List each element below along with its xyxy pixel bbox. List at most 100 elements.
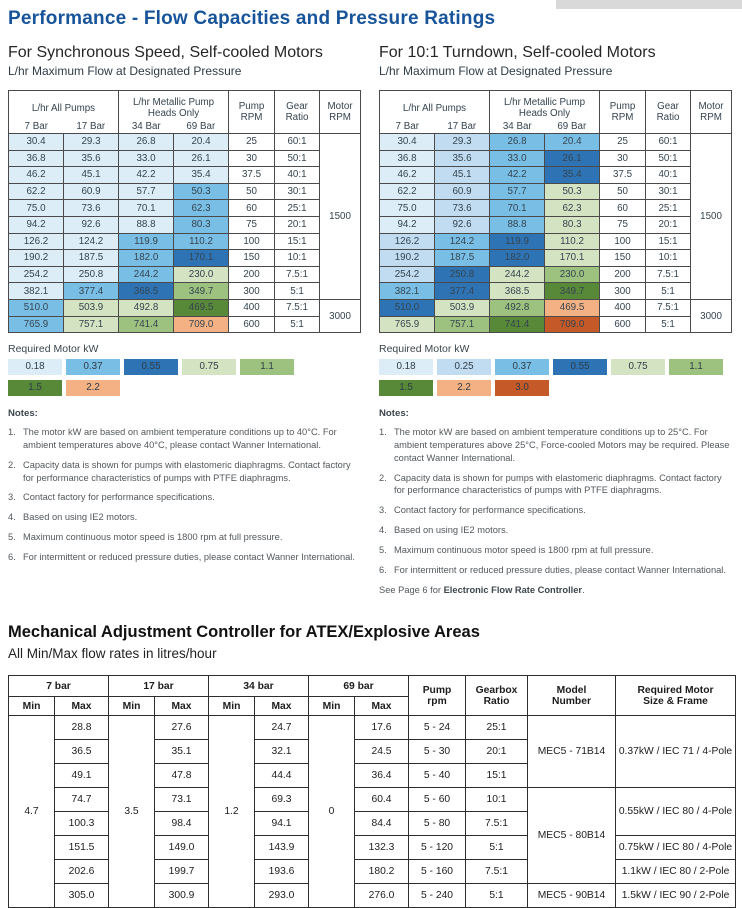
max-flow-cell: 132.3 xyxy=(354,835,409,861)
gear-ratio-cell: 60:1 xyxy=(274,133,321,151)
legend-swatch-1.5kw: 1.5 xyxy=(8,380,62,397)
motor-rpm-cell: 1500 xyxy=(690,133,733,300)
flow-cell: 46.2 xyxy=(8,166,64,184)
max-flow-cell: 98.4 xyxy=(154,811,209,837)
model-number-cell: MEC5 - 71B14 xyxy=(527,715,616,789)
max-flow-cell: 36.5 xyxy=(54,739,109,765)
atex-header-col: Pump rpm xyxy=(408,675,466,717)
motor-size-frame-cell: 0.37kW / IEC 71 / 4-Pole xyxy=(615,715,736,789)
legend-swatch-0.75kw: 0.75 xyxy=(611,359,665,376)
pump-rpm-cell: 50 xyxy=(228,182,276,201)
legend-swatch-0.75kw: 0.75 xyxy=(182,359,236,376)
gearbox-ratio-cell: 15:1 xyxy=(465,763,528,789)
pump-rpm-cell: 50 xyxy=(599,182,647,201)
note-item: 6. For intermittent or reduced pressure d… xyxy=(8,551,360,564)
flow-cell: 57.7 xyxy=(489,182,546,201)
pump-rpm-range-cell: 5 - 40 xyxy=(408,763,466,789)
gear-ratio-cell: 10:1 xyxy=(645,249,692,267)
bar-label: 34 Bar xyxy=(502,121,532,132)
legend-swatch-0.37kw: 0.37 xyxy=(495,359,549,376)
section-subheading: L/hr Maximum Flow at Designated Pressure xyxy=(379,64,613,78)
flow-cell: 92.6 xyxy=(62,215,120,234)
pump-rpm-cell: 37.5 xyxy=(228,166,276,184)
max-flow-cell: 24.5 xyxy=(354,739,409,765)
flow-header-group: L/hr Metallic Pump Heads Only 34 Bar 69 Ba… xyxy=(118,90,230,134)
atex-header-max: Max xyxy=(154,696,209,717)
gear-ratio-cell: 50:1 xyxy=(274,149,321,168)
flow-cell: 492.8 xyxy=(489,298,546,317)
flow-cell: 60.9 xyxy=(62,182,120,201)
flow-cell: 382.1 xyxy=(379,282,435,300)
flow-cell: 29.3 xyxy=(62,133,120,151)
pump-rpm-cell: 75 xyxy=(228,215,276,234)
flow-cell: 230.0 xyxy=(544,265,601,284)
max-flow-cell: 193.6 xyxy=(254,859,309,885)
gear-ratio-cell: 30:1 xyxy=(274,182,321,201)
flow-header-col: Motor RPM xyxy=(319,90,362,134)
gear-ratio-cell: 25:1 xyxy=(274,199,321,217)
min-flow-cell: 3.5 xyxy=(108,715,155,908)
pump-rpm-cell: 75 xyxy=(599,215,647,234)
min-flow-cell: 1.2 xyxy=(208,715,255,908)
pump-rpm-cell: 60 xyxy=(599,199,647,217)
pump-rpm-cell: 60 xyxy=(228,199,276,217)
note-text: Capacity data is shown for pumps with el… xyxy=(23,459,351,483)
motor-size-frame-cell: 0.55kW / IEC 80 / 4-Pole xyxy=(615,787,736,837)
pump-rpm-cell: 300 xyxy=(599,282,647,300)
legend-swatch-1.1kw: 1.1 xyxy=(669,359,723,376)
pump-rpm-cell: 400 xyxy=(599,298,647,317)
legend-swatch-0.18kw: 0.18 xyxy=(8,359,62,376)
atex-header-bar-group: 34 bar xyxy=(208,675,309,698)
max-flow-cell: 24.7 xyxy=(254,715,309,741)
note-number: 2. xyxy=(8,459,16,470)
flow-header-col: Motor RPM xyxy=(690,90,733,134)
atex-header-col: Gearbox Ratio xyxy=(465,675,528,717)
flow-cell: 80.3 xyxy=(544,215,601,234)
atex-flow-table: 7 bar 17 bar 34 bar 69 bar Pump rpm Gearbox R… xyxy=(8,675,736,908)
gear-ratio-cell: 5:1 xyxy=(645,315,692,334)
flow-header-group: L/hr All Pumps 7 Bar 17 Bar xyxy=(378,90,491,134)
flow-header-group-label: L/hr Metallic Pump Heads Only xyxy=(503,97,586,119)
flow-cell: 35.4 xyxy=(544,166,601,184)
note-item: 1. The motor kW are based on ambient temp… xyxy=(8,426,360,452)
flow-cell: 70.1 xyxy=(118,199,175,217)
flow-cell: 50.3 xyxy=(173,182,230,201)
flow-cell: 33.0 xyxy=(489,149,546,168)
flow-cell: 57.7 xyxy=(118,182,175,201)
legend-row: 0.18 0.25 0.37 0.55 0.75 1.1 xyxy=(379,359,731,376)
max-flow-cell: 32.1 xyxy=(254,739,309,765)
gear-ratio-cell: 15:1 xyxy=(274,232,321,251)
min-flow-cell: 0 xyxy=(308,715,355,908)
notes-turndown: Notes: 1. The motor kW are based on ambie… xyxy=(379,408,731,596)
flow-cell: 45.1 xyxy=(433,166,491,184)
flow-cell: 46.2 xyxy=(379,166,435,184)
note-text: For intermittent or reduced pressure dut… xyxy=(23,551,355,562)
flow-cell: 349.7 xyxy=(173,282,230,300)
max-flow-cell: 35.1 xyxy=(154,739,209,765)
flow-cell: 126.2 xyxy=(8,232,64,251)
flow-cell: 469.5 xyxy=(173,298,230,317)
note-text: Based on using IE2 motors. xyxy=(23,512,138,523)
flow-header-group: L/hr Metallic Pump Heads Only 34 Bar 69 Ba… xyxy=(489,90,601,134)
gear-ratio-cell: 7.5:1 xyxy=(274,298,321,317)
flow-header-col: Pump RPM xyxy=(228,90,276,134)
pump-rpm-cell: 25 xyxy=(599,133,647,151)
atex-header-bar-group: 7 bar xyxy=(8,675,109,698)
legend-row: 1.5 2.2 3.0 xyxy=(379,380,731,397)
min-flow-cell: 4.7 xyxy=(8,715,55,908)
flow-cell: 757.1 xyxy=(433,315,491,334)
note-number: 6. xyxy=(379,564,387,575)
flow-cell: 92.6 xyxy=(433,215,491,234)
legend-swatch-2.2kw: 2.2 xyxy=(437,380,491,397)
max-flow-cell: 49.1 xyxy=(54,763,109,789)
flow-cell: 94.2 xyxy=(8,215,64,234)
legend-swatch-1.1kw: 1.1 xyxy=(240,359,294,376)
flow-cell: 42.2 xyxy=(489,166,546,184)
flow-cell: 250.8 xyxy=(433,265,491,284)
flow-cell: 765.9 xyxy=(379,315,435,334)
pump-rpm-cell: 400 xyxy=(228,298,276,317)
note-number: 3. xyxy=(379,505,387,516)
pump-rpm-range-cell: 5 - 120 xyxy=(408,835,466,861)
atex-header-bar-group: 69 bar xyxy=(308,675,409,698)
